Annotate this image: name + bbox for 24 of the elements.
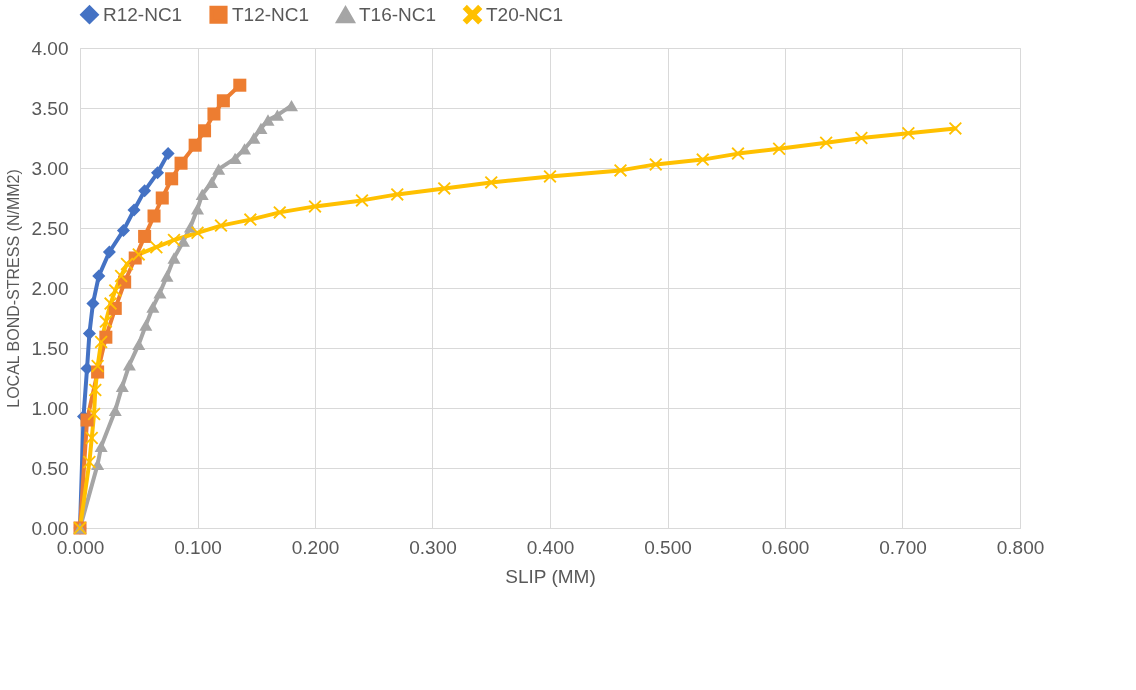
x-axis-title: SLIP (MM): [505, 565, 596, 587]
y-tick-label: 3.00: [31, 157, 69, 179]
y-tick-label: 0.00: [31, 517, 69, 539]
legend-label: T16-NC1: [359, 4, 437, 26]
y-tick-label: 0.50: [31, 457, 69, 479]
x-tick-label: 0.500: [644, 536, 692, 558]
y-tick-label: 4.00: [31, 37, 69, 59]
y-tick-label: 1.50: [31, 337, 69, 359]
y-tick-label: 2.00: [31, 277, 69, 299]
x-tick-label: 0.200: [291, 536, 340, 558]
y-tick-label: 1.00: [31, 397, 69, 419]
x-tick-label: 0.100: [174, 536, 222, 558]
legend-label: R12-NC1: [103, 3, 183, 25]
x-tick-label: 0.600: [761, 536, 810, 558]
y-tick-label: 3.50: [31, 97, 69, 119]
y-axis-title: LOCAL BOND-STRESS (N/MM2): [4, 169, 22, 408]
x-tick-label: 0.800: [996, 536, 1045, 558]
x-tick-label: 0.000: [56, 536, 105, 558]
x-tick-label: 0.400: [526, 536, 575, 558]
x-tick-label: 0.700: [879, 536, 927, 558]
legend-label: T20-NC1: [486, 3, 564, 25]
legend-label: T12-NC1: [232, 3, 310, 25]
x-tick-label: 0.300: [409, 536, 457, 558]
y-tick-label: 2.50: [31, 217, 69, 239]
